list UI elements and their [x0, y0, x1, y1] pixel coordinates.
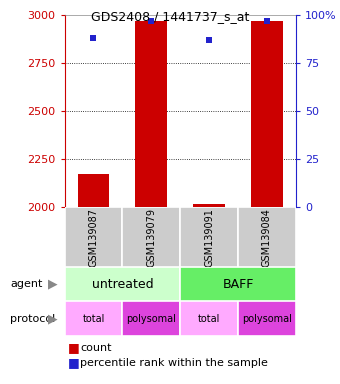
Bar	[238, 207, 296, 267]
Text: ■: ■	[68, 356, 80, 369]
Text: polysomal: polysomal	[242, 314, 292, 324]
Text: percentile rank within the sample: percentile rank within the sample	[80, 358, 268, 368]
Text: GDS2408 / 1441737_s_at: GDS2408 / 1441737_s_at	[91, 10, 249, 23]
Point	[206, 37, 212, 43]
Bar	[180, 301, 238, 336]
Bar	[238, 301, 296, 336]
Text: total: total	[198, 314, 220, 324]
Text: agent: agent	[10, 279, 42, 289]
Text: GSM139079: GSM139079	[146, 208, 156, 266]
Bar	[65, 207, 122, 267]
Bar	[122, 301, 180, 336]
Text: ▶: ▶	[48, 278, 57, 291]
Point	[149, 18, 154, 24]
Text: GSM139091: GSM139091	[204, 208, 214, 266]
Bar	[180, 207, 238, 267]
Text: GSM139084: GSM139084	[262, 208, 272, 266]
Text: total: total	[82, 314, 105, 324]
Text: BAFF: BAFF	[222, 278, 254, 291]
Text: untreated: untreated	[91, 278, 153, 291]
Bar	[135, 21, 167, 207]
Bar	[122, 207, 180, 267]
Text: GSM139087: GSM139087	[88, 208, 99, 266]
Bar	[78, 174, 109, 207]
Bar	[180, 267, 296, 301]
Point	[264, 18, 270, 24]
Text: polysomal: polysomal	[126, 314, 176, 324]
Text: ▶: ▶	[48, 312, 57, 325]
Bar	[193, 204, 225, 207]
Bar	[251, 21, 283, 207]
Point	[91, 35, 96, 41]
Text: count: count	[80, 343, 112, 353]
Text: protocol: protocol	[10, 314, 55, 324]
Text: ■: ■	[68, 341, 80, 354]
Bar	[65, 267, 180, 301]
Bar	[65, 301, 122, 336]
